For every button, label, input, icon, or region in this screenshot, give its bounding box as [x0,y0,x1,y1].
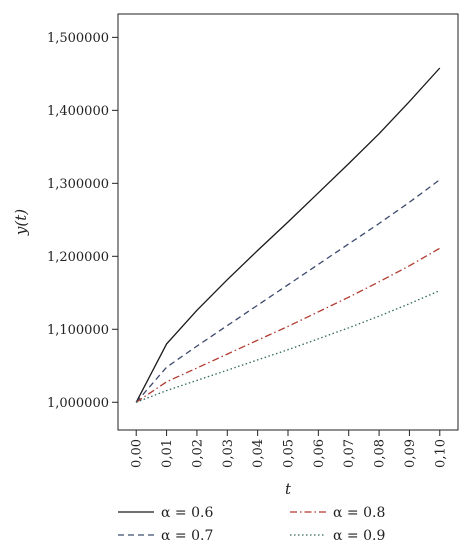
series-line-2 [135,179,441,403]
y-tick-label: 1,400000 [47,104,109,119]
x-tick-label: 0,01 [160,439,175,468]
series-line-1 [135,67,441,403]
x-tick-label: 0,02 [190,439,205,468]
x-tick-label: 0,06 [312,439,327,468]
x-tick-label: 0,10 [433,439,448,468]
x-tick-label: 0,05 [282,439,297,468]
y-tick-label: 1,000000 [47,396,109,411]
y-axis: 1,000000 1,100000 1,200000 1,300000 1,400000… [47,31,118,411]
legend-label-4: α = 0.9 [333,528,385,544]
y-tick-label: 1,500000 [47,31,109,46]
x-tick-label: 0,09 [403,439,418,468]
series-line-3 [135,247,441,403]
series-line-4 [135,290,441,403]
x-axis: 0,00 0,01 0,02 0,03 0,04 0,05 0,06 0,07 0,08 0,09… [130,430,448,468]
x-tick-label: 0,07 [342,439,357,468]
x-tick-label: 0,03 [221,439,236,468]
x-tick-label: 0,00 [130,439,145,468]
legend: α = 0.6 α = 0.7 α = 0.8 α = 0.9 [118,505,385,544]
x-tick-label: 0,04 [251,439,266,468]
series-lines [135,67,441,403]
x-tick-label: 0,08 [373,439,388,468]
legend-label-1: α = 0.6 [161,505,213,521]
y-tick-label: 1,300000 [47,177,109,192]
y-tick-label: 1,100000 [47,323,109,338]
y-tick-label: 1,200000 [47,250,109,265]
x-axis-title: t [285,480,292,498]
y-axis-title: y(t) [12,209,30,236]
legend-label-2: α = 0.7 [161,528,213,544]
legend-label-3: α = 0.8 [333,505,385,521]
